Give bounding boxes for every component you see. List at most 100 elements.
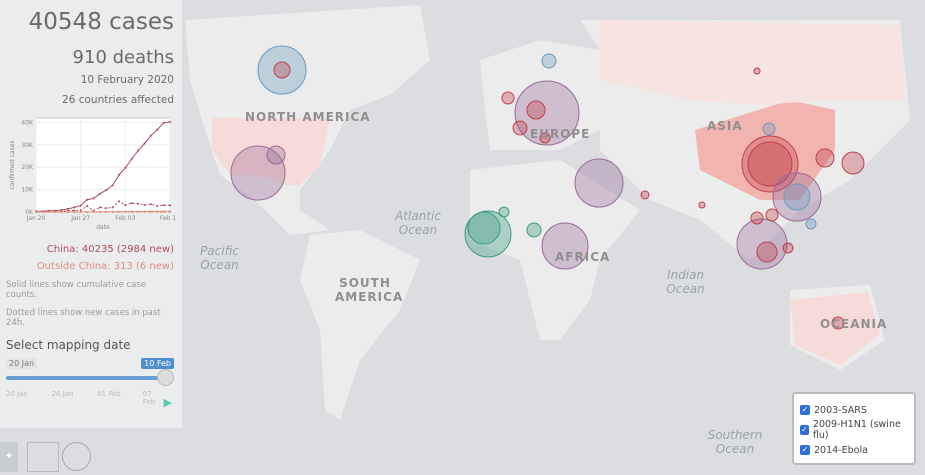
outbreak-circle-covid: [750, 211, 764, 225]
data-point: [60, 210, 63, 213]
data-point: [60, 208, 63, 211]
data-point: [98, 206, 101, 209]
outbreak-circle-h1n1: [514, 80, 580, 146]
outbreak-circle-covid: [831, 316, 845, 330]
current-date: 10 February 2020: [80, 74, 174, 86]
outbreak-circle-h1n1: [736, 218, 788, 270]
data-point: [86, 210, 89, 213]
outbreak-circle-covid: [765, 208, 779, 222]
slider-tick-label: 20 Jan: [6, 390, 28, 398]
cases-chart: 0K 10K 20K 30K 40K Jan 20 Jan 27 Feb 03 Feb 10 da…: [9, 117, 180, 231]
legend-item-ebola[interactable]: ✓ 2014-Ebola: [800, 444, 868, 456]
data-point: [130, 210, 133, 213]
outbreak-circle-h1n1: [541, 222, 589, 270]
outbreak-circle-covid: [698, 201, 706, 209]
data-point: [66, 210, 69, 213]
data-point: [79, 204, 82, 207]
data-point: [54, 210, 57, 213]
data-point: [92, 210, 95, 213]
label-pacific-ocean: Pacific Ocean: [200, 244, 239, 272]
slider-min-label: 20 Jan: [6, 358, 38, 369]
data-point: [111, 184, 114, 187]
data-point: [137, 202, 140, 205]
data-point: [117, 200, 120, 203]
x-axis-label: date: [96, 224, 110, 231]
outbreak-circles: [230, 45, 865, 330]
legend-item-h1n1[interactable]: ✓ 2009-H1N1 (swine flu): [800, 419, 901, 441]
label-south-america: SOUTH AMERICA: [335, 276, 404, 304]
lshtm-crest-icon: [62, 442, 91, 471]
data-point: [143, 210, 146, 213]
label-europe: EUROPE: [530, 127, 591, 141]
outbreak-circle-h1n1: [230, 145, 286, 201]
legend-item-sars[interactable]: ✓ 2003-SARS: [800, 404, 867, 416]
data-point: [73, 210, 76, 213]
outbreak-circle-covid: [526, 100, 546, 120]
data-point: [137, 149, 140, 152]
data-point: [111, 210, 114, 213]
y-tick-label: 20K: [21, 164, 34, 171]
y-tick-label: 30K: [21, 142, 34, 149]
lshtm-logo[interactable]: [27, 442, 59, 472]
data-point: [98, 192, 101, 195]
data-point: [73, 209, 76, 212]
checkbox-icon[interactable]: ✓: [800, 405, 810, 415]
x-tick-label: Feb 10: [160, 215, 176, 222]
data-point: [169, 204, 171, 207]
affected-countries: [212, 20, 905, 365]
data-point: [130, 202, 133, 205]
data-point: [92, 197, 95, 200]
outbreak-circle-covid: [782, 242, 794, 254]
info-panel: 40548 cases 910 deaths 10 February 2020 …: [0, 0, 182, 428]
series-line-0: [35, 121, 171, 212]
label-southern-ocean: Southern Ocean: [707, 428, 763, 456]
note-solid-lines: Solid lines show cumulative case counts.: [6, 280, 147, 300]
outbreak-legend: ✓ 2003-SARS ✓ 2009-H1N1 (swine flu) ✓ 2014-…: [792, 392, 916, 465]
checkbox-icon[interactable]: ✓: [800, 445, 810, 455]
data-point: [149, 134, 152, 137]
data-point: [143, 203, 146, 206]
outbreak-circle-sars: [762, 122, 776, 136]
label-africa: AFRICA: [555, 250, 611, 264]
outbreak-circle-covid: [756, 241, 778, 263]
y-tick-label: 10K: [21, 187, 34, 194]
data-point: [105, 189, 108, 192]
label-indian-ocean: Indian Ocean: [666, 268, 705, 296]
data-point: [124, 204, 127, 207]
data-point: [117, 210, 120, 213]
slider-handle[interactable]: [157, 369, 174, 386]
twitter-icon[interactable]: ✦: [0, 442, 18, 472]
data-point: [41, 210, 44, 213]
label-atlantic-ocean: Atlantic Ocean: [395, 209, 441, 237]
play-icon[interactable]: ▶: [163, 396, 172, 409]
data-point: [149, 210, 152, 213]
outbreak-circle-ebola: [526, 222, 542, 238]
date-slider[interactable]: 20 Jan 10 Feb 20 Jan 26 Jan 01 Feb 07 Feb ▶: [6, 358, 174, 418]
data-point: [156, 210, 159, 213]
outbreak-circle-covid: [841, 151, 865, 175]
outbreak-circle-covid: [273, 61, 291, 79]
data-point: [169, 120, 171, 123]
outbreak-circle-covid: [741, 135, 799, 193]
data-point: [35, 211, 37, 213]
data-point: [105, 210, 108, 213]
y-tick-label: 40K: [21, 119, 34, 126]
data-point: [124, 210, 127, 213]
outbreak-circle-sars: [257, 45, 307, 95]
outbreak-circle-h1n1: [266, 145, 286, 165]
checkbox-icon[interactable]: ✓: [800, 425, 809, 435]
outbreak-circle-covid: [815, 148, 835, 168]
outbreak-circle-covid: [747, 141, 793, 187]
y-tick-label: 0K: [25, 209, 34, 216]
x-tick-label: Jan 27: [70, 215, 90, 222]
outbreak-circle-covid: [501, 91, 515, 105]
data-point: [162, 121, 165, 124]
data-point: [149, 203, 152, 206]
data-point: [86, 205, 89, 208]
data-point: [79, 210, 82, 213]
slider-track[interactable]: [6, 376, 166, 380]
outbreak-circle-sars: [783, 183, 811, 211]
countries-affected: 26 countries affected: [62, 94, 174, 106]
data-point: [98, 210, 101, 213]
